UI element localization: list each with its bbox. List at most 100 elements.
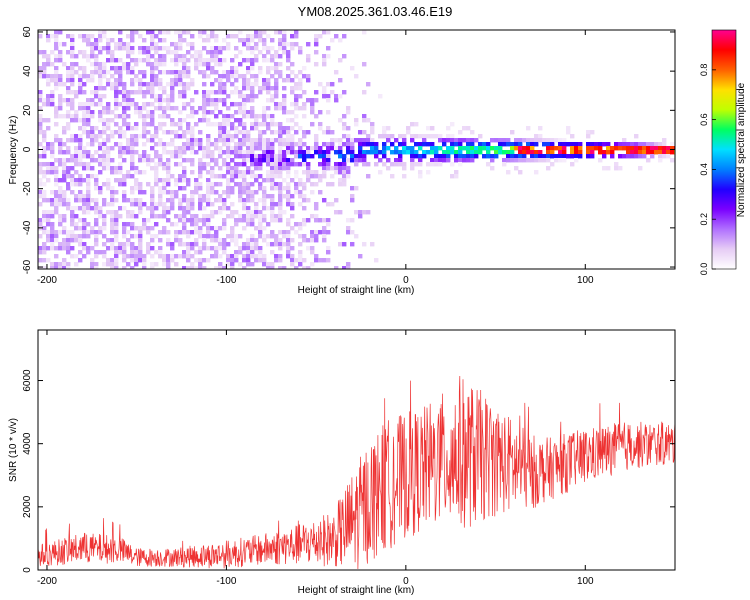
heatmap-cell: [134, 166, 139, 171]
heatmap-cell: [194, 66, 199, 71]
heatmap-cell: [238, 154, 243, 159]
heatmap-cell: [342, 170, 347, 175]
heatmap-cell: [166, 190, 171, 195]
heatmap-cell: [302, 114, 307, 119]
heatmap-cell: [250, 62, 255, 67]
heatmap-cell: [278, 62, 283, 67]
heatmap-cell: [402, 162, 407, 167]
heatmap-cell: [214, 34, 219, 39]
heatmap-cell: [302, 222, 307, 227]
heatmap-cell: [58, 42, 63, 47]
heatmap-cell: [494, 154, 499, 159]
heatmap-cell: [146, 30, 151, 35]
heatmap-cell: [62, 246, 67, 251]
heatmap-cell: [282, 78, 287, 83]
heatmap-cell: [294, 94, 299, 99]
heatmap-cell: [614, 166, 619, 171]
heatmap-cell: [74, 182, 79, 187]
heatmap-cell: [98, 154, 103, 159]
heatmap-cell: [38, 246, 43, 251]
heatmap-cell: [274, 158, 279, 163]
heatmap-cell: [218, 146, 223, 151]
heatmap-cell: [430, 142, 435, 147]
heatmap-cell: [250, 254, 255, 259]
heatmap-cell: [286, 174, 291, 179]
heatmap-cell: [522, 154, 527, 159]
heatmap-cell: [442, 158, 447, 163]
heatmap-cell: [94, 238, 99, 243]
heatmap-cell: [226, 78, 231, 83]
heatmap-cell: [182, 222, 187, 227]
heatmap-cell: [318, 82, 323, 87]
heatmap-cell: [250, 110, 255, 115]
heatmap-cell: [58, 246, 63, 251]
heatmap-cell: [86, 150, 91, 155]
heatmap-cell: [270, 114, 275, 119]
heatmap-cell: [134, 110, 139, 115]
heatmap-cell: [206, 230, 211, 235]
heatmap-cell: [278, 162, 283, 167]
heatmap-cell: [218, 194, 223, 199]
heatmap-cell: [222, 98, 227, 103]
heatmap-cell: [446, 134, 451, 139]
heatmap-cell: [510, 130, 515, 135]
heatmap-cell: [262, 234, 267, 239]
heatmap-cell: [510, 150, 515, 155]
heatmap-cell: [270, 242, 275, 247]
heatmap-cell: [138, 34, 143, 39]
heatmap-cell: [106, 210, 111, 215]
heatmap-cell: [634, 142, 639, 147]
heatmap-cell: [206, 122, 211, 127]
colorbar-tick-label: 0.4: [699, 163, 709, 176]
heatmap-cell: [210, 238, 215, 243]
heatmap-cell: [438, 154, 443, 159]
heatmap-cell: [102, 138, 107, 143]
heatmap-cell: [182, 106, 187, 111]
heatmap-cell: [70, 210, 75, 215]
heatmap-cell: [66, 34, 71, 39]
heatmap-cell: [98, 46, 103, 51]
heatmap-cell: [258, 198, 263, 203]
heatmap-cell: [314, 142, 319, 147]
heatmap-cell: [58, 242, 63, 247]
heatmap-cell: [110, 186, 115, 191]
heatmap-cell: [222, 122, 227, 127]
heatmap-cell: [222, 74, 227, 79]
heatmap-cell: [430, 134, 435, 139]
heatmap-cell: [210, 54, 215, 59]
heatmap-cell: [302, 150, 307, 155]
heatmap-cell: [198, 58, 203, 63]
heatmap-cell: [74, 94, 79, 99]
heatmap-cell: [298, 106, 303, 111]
heatmap-cell: [202, 106, 207, 111]
heatmap-cell: [462, 154, 467, 159]
bottom-x-ticks: -200 -100 0 100: [37, 330, 594, 587]
heatmap-cell: [202, 118, 207, 123]
heatmap-cell: [230, 102, 235, 107]
heatmap-cell: [122, 178, 127, 183]
heatmap-cell: [526, 158, 531, 163]
heatmap-cell: [270, 198, 275, 203]
heatmap-cell: [94, 158, 99, 163]
heatmap-cell: [62, 126, 67, 131]
heatmap-cell: [70, 114, 75, 119]
heatmap-cell: [142, 70, 147, 75]
heatmap-cell: [218, 206, 223, 211]
heatmap-cell: [330, 38, 335, 43]
heatmap-cell: [414, 122, 419, 127]
heatmap-cell: [118, 66, 123, 71]
heatmap-cell: [242, 202, 247, 207]
heatmap-cell: [586, 154, 591, 159]
heatmap-cell: [290, 86, 295, 91]
heatmap-cell: [278, 42, 283, 47]
heatmap-cell: [270, 266, 275, 269]
heatmap-cell: [50, 210, 55, 215]
heatmap-cell: [558, 150, 563, 155]
heatmap-cell: [178, 110, 183, 115]
heatmap-cell: [182, 146, 187, 151]
heatmap-cell: [306, 58, 311, 63]
heatmap-cell: [234, 242, 239, 247]
heatmap-cell: [182, 62, 187, 67]
heatmap-cell: [58, 98, 63, 103]
